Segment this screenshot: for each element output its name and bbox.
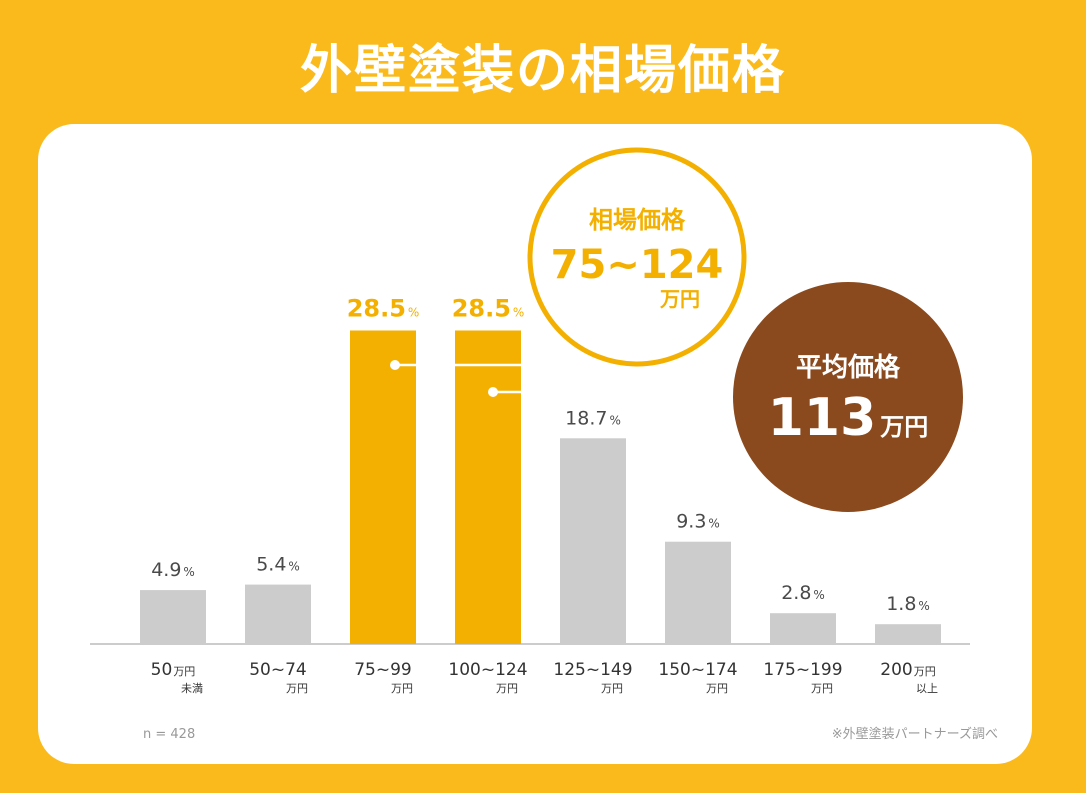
value-number-5: 9.3	[676, 511, 706, 533]
bar-1	[245, 584, 311, 644]
category-main-2: 75~99	[354, 660, 412, 680]
value-number-3: 28.5	[452, 294, 511, 322]
category-sub-7: 以上	[916, 682, 938, 695]
category-unit-0: 万円	[173, 665, 195, 678]
category-sub-5: 万円	[706, 682, 728, 695]
category-main-3: 100~124	[448, 660, 527, 680]
category-sub-1: 万円	[286, 682, 308, 695]
sample-size-note: n = 428	[143, 727, 195, 742]
category-labels-layer: 50万円未満50~74万円75~99万円100~124万円125~149万円15…	[151, 660, 938, 695]
range-callout-label: 相場価格	[589, 206, 686, 234]
page-title: 外壁塗装の相場価格	[299, 41, 786, 101]
average-callout-circle	[733, 282, 963, 512]
bar-5	[665, 541, 731, 644]
bar-3	[455, 330, 521, 644]
connector-dot-2	[488, 387, 498, 397]
value-suffix-1: %	[288, 560, 299, 574]
bar-4	[560, 438, 626, 644]
category-label-7: 200万円	[880, 660, 935, 680]
range-callout: 相場価格 75~124 万円	[527, 147, 747, 367]
value-label-2: 28.5%	[347, 294, 420, 322]
category-sub-4: 万円	[601, 682, 623, 695]
average-callout: 平均価格 113 万円	[733, 282, 963, 512]
connector-line-2	[493, 370, 638, 394]
category-label-3: 100~124	[448, 660, 527, 680]
value-label-0: 4.9%	[151, 559, 195, 581]
value-suffix-2: %	[408, 305, 419, 319]
bars-layer	[140, 330, 941, 644]
value-suffix-7: %	[918, 599, 929, 613]
source-note: ※外壁塗装パートナーズ調べ	[832, 726, 998, 742]
category-label-2: 75~99	[354, 660, 412, 680]
category-sub-6: 万円	[811, 682, 833, 695]
category-main-6: 175~199	[763, 660, 842, 680]
value-number-1: 5.4	[256, 554, 286, 576]
category-label-6: 175~199	[763, 660, 842, 680]
category-label-0: 50万円	[151, 660, 196, 680]
category-label-4: 125~149	[553, 660, 632, 680]
value-number-4: 18.7	[565, 407, 607, 429]
category-label-1: 50~74	[249, 660, 307, 680]
value-suffix-3: %	[513, 305, 524, 319]
category-main-7: 200	[880, 660, 912, 680]
category-sub-2: 万円	[391, 682, 413, 695]
category-sub-3: 万円	[496, 682, 518, 695]
category-main-1: 50~74	[249, 660, 307, 680]
category-main-0: 50	[151, 660, 173, 680]
value-label-6: 2.8%	[781, 582, 825, 604]
connector-dot-1	[390, 360, 400, 370]
value-label-3: 28.5%	[452, 294, 525, 322]
value-number-7: 1.8	[886, 593, 916, 615]
bar-2	[350, 330, 416, 644]
average-callout-figure: 113 万円	[768, 388, 929, 448]
range-callout-unit: 万円	[659, 287, 700, 311]
callout-connectors	[390, 335, 638, 397]
value-label-5: 9.3%	[676, 511, 720, 533]
value-suffix-4: %	[609, 413, 620, 427]
bar-6	[770, 613, 836, 644]
value-label-7: 1.8%	[886, 593, 930, 615]
range-callout-circle	[527, 147, 747, 367]
value-label-1: 5.4%	[256, 554, 300, 576]
connector-line-1	[395, 335, 574, 367]
value-suffix-6: %	[813, 588, 824, 602]
value-label-4: 18.7%	[565, 407, 621, 429]
value-number-2: 28.5	[347, 294, 406, 322]
bar-0	[140, 590, 206, 644]
value-labels-layer: 4.9% 5.4 %28.5% 28.5 %18.7 %9.3 %2.8% 1.8%	[151, 294, 930, 615]
bar-7	[875, 624, 941, 644]
category-unit-7: 万円	[914, 665, 936, 678]
average-callout-unit: 万円	[880, 413, 928, 441]
average-callout-label: 平均価格	[796, 352, 901, 383]
value-number-6: 2.8	[781, 582, 811, 604]
value-suffix-0: %	[183, 565, 194, 579]
range-callout-value: 75~124	[551, 242, 724, 288]
category-sub-0: 未満	[181, 682, 203, 695]
value-number-0: 4.9	[151, 559, 181, 581]
category-label-5: 150~174	[658, 660, 737, 680]
category-main-5: 150~174	[658, 660, 737, 680]
value-suffix-5: %	[708, 517, 719, 531]
category-main-4: 125~149	[553, 660, 632, 680]
average-callout-value: 113	[768, 388, 877, 448]
